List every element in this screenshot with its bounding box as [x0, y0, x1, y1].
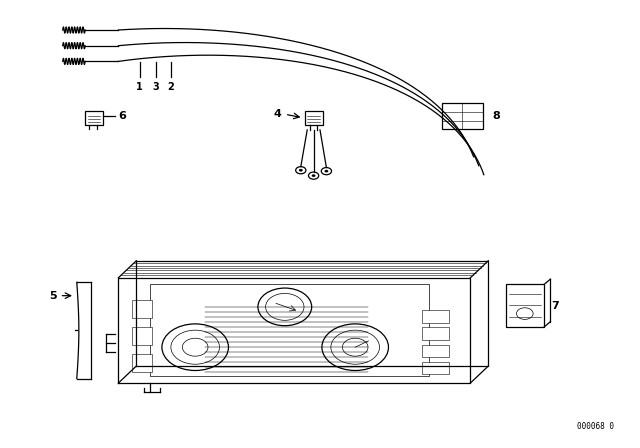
Bar — [150, 284, 429, 376]
Bar — [132, 327, 152, 345]
Bar — [422, 310, 449, 323]
Bar — [506, 284, 544, 327]
Text: 6: 6 — [118, 112, 126, 121]
Circle shape — [324, 170, 328, 172]
Text: 5: 5 — [49, 291, 56, 301]
Text: 3: 3 — [152, 82, 159, 91]
Text: 7: 7 — [552, 301, 559, 310]
Circle shape — [299, 169, 303, 172]
Text: 4: 4 — [274, 109, 282, 119]
Text: 8: 8 — [493, 111, 500, 121]
Circle shape — [312, 174, 316, 177]
Bar — [132, 300, 152, 318]
Text: 2: 2 — [168, 82, 174, 91]
Bar — [422, 362, 449, 374]
Bar — [132, 354, 152, 372]
Bar — [442, 103, 483, 129]
Bar — [422, 327, 449, 340]
Text: 000068 0: 000068 0 — [577, 422, 614, 431]
Bar — [305, 111, 323, 125]
FancyBboxPatch shape — [85, 111, 103, 125]
Text: 1: 1 — [136, 82, 143, 91]
Bar — [422, 345, 449, 357]
